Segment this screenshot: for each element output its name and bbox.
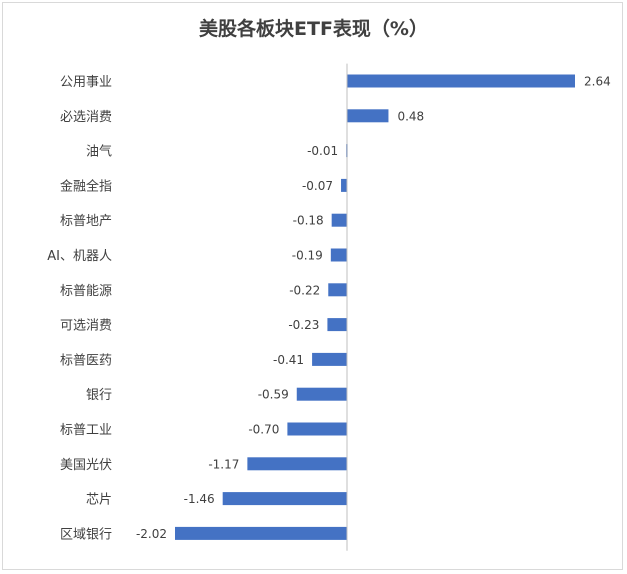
bar-5	[331, 213, 347, 227]
bar-6	[330, 248, 347, 262]
value-label-4: -0.07	[302, 179, 333, 193]
category-label-9: 标普医药	[60, 353, 112, 368]
value-label-9: -0.41	[273, 353, 304, 367]
category-label-1: 公用事业	[60, 75, 112, 90]
category-label-2: 必选消费	[60, 110, 112, 125]
category-label-13: 芯片	[86, 493, 112, 508]
category-label-7: 标普能源	[60, 284, 112, 299]
bar-7	[328, 283, 347, 297]
category-label-6: AI、机器人	[47, 249, 112, 264]
category-label-11: 标普工业	[60, 423, 112, 438]
value-label-12: -1.17	[208, 457, 239, 471]
bar-1	[347, 74, 575, 88]
category-label-12: 美国光伏	[60, 458, 112, 473]
value-label-5: -0.18	[293, 214, 324, 228]
bar-8	[327, 318, 347, 332]
value-label-2: 0.48	[397, 109, 424, 123]
value-label-13: -1.46	[184, 492, 215, 506]
value-label-6: -0.19	[292, 249, 323, 263]
category-label-8: 可选消费	[60, 319, 112, 334]
category-label-3: 油气	[86, 144, 112, 160]
category-label-5: 标普地产	[60, 214, 112, 229]
value-label-14: -2.02	[136, 527, 167, 541]
bar-10	[296, 387, 347, 401]
category-label-10: 银行	[86, 388, 112, 403]
value-label-3: -0.01	[307, 144, 338, 158]
bar-12	[247, 457, 347, 471]
bar-9	[312, 352, 347, 366]
value-label-10: -0.59	[258, 388, 289, 402]
value-label-8: -0.23	[288, 318, 319, 332]
bar-11	[287, 422, 347, 436]
category-label-4: 金融全指	[60, 178, 112, 194]
value-label-7: -0.22	[289, 283, 320, 297]
bar-4	[341, 178, 347, 192]
bar-2	[347, 109, 389, 123]
bar-14	[175, 526, 347, 540]
category-label-14: 区域银行	[60, 527, 112, 542]
value-label-11: -0.70	[248, 423, 279, 437]
bar-13	[222, 492, 347, 506]
value-label-1: 2.64	[584, 75, 611, 89]
chart-title: 美股各板块ETF表现（%）	[199, 18, 428, 40]
